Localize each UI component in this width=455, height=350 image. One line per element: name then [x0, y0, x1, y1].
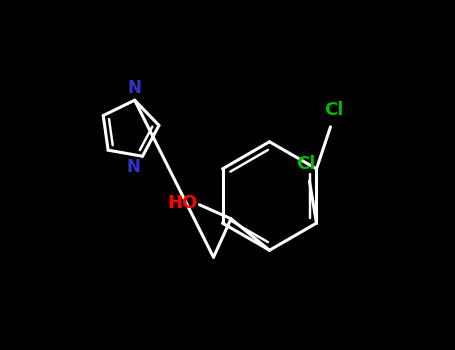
Text: N: N: [127, 158, 141, 176]
Text: HO: HO: [167, 194, 198, 212]
Text: Cl: Cl: [296, 155, 316, 174]
Text: Cl: Cl: [324, 101, 344, 119]
Text: N: N: [128, 79, 142, 97]
